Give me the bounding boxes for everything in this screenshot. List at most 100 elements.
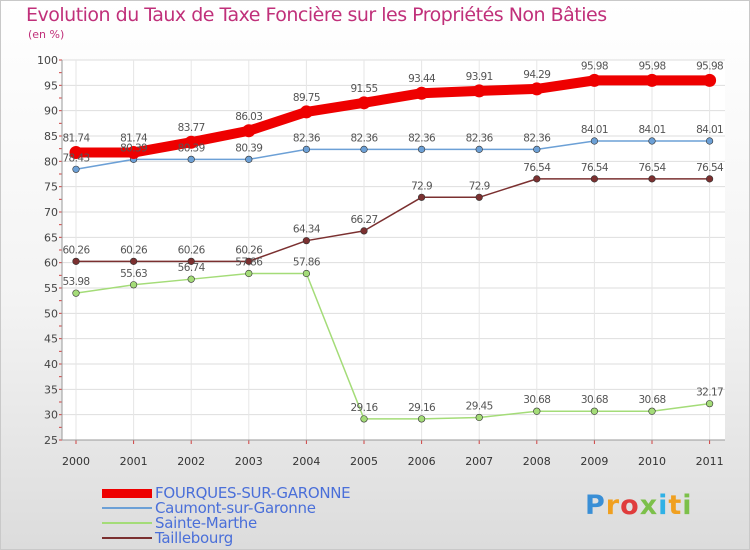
x-tick-label: 2008 (523, 455, 551, 468)
x-tick-label: 2005 (350, 455, 378, 468)
data-label: 29.45 (466, 400, 493, 412)
data-label: 93.91 (466, 71, 493, 83)
legend-swatch (102, 507, 152, 509)
data-label: 80.39 (235, 142, 262, 154)
data-point (418, 193, 426, 201)
x-tick-label: 2009 (580, 455, 608, 468)
series-line-0 (71, 75, 715, 158)
data-label: 76.54 (696, 162, 724, 174)
data-label: 82.36 (523, 132, 551, 144)
data-point (242, 124, 256, 138)
data-point (530, 82, 544, 96)
data-label: 72.9 (469, 180, 490, 192)
y-tick-label: 95 (44, 79, 58, 92)
data-label: 80.39 (178, 142, 205, 154)
data-label: 55.63 (120, 268, 147, 280)
logo-letter: t (668, 490, 683, 521)
data-label: 32.17 (696, 387, 723, 399)
data-point (590, 175, 599, 183)
data-point (705, 137, 714, 145)
data-point (705, 400, 714, 408)
data-point (648, 407, 656, 415)
data-label: 84.01 (696, 124, 723, 136)
data-point (587, 73, 601, 87)
legend-label: Taillebourg (155, 529, 233, 547)
y-tick-label: 35 (44, 383, 58, 396)
data-point (187, 275, 195, 283)
data-point (245, 155, 253, 163)
data-point (72, 165, 80, 173)
y-tick-label: 100 (37, 54, 58, 67)
data-label: 82.36 (350, 132, 378, 144)
data-label: 66.27 (350, 214, 377, 226)
legend-swatch (102, 488, 152, 498)
data-label: 76.54 (638, 162, 666, 174)
data-label: 78.43 (62, 152, 89, 164)
data-point (357, 96, 371, 110)
data-label: 82.36 (408, 132, 436, 144)
data-label: 84.01 (638, 124, 665, 136)
data-point (475, 145, 483, 153)
data-point (72, 289, 80, 297)
data-label: 89.75 (293, 92, 320, 104)
data-label: 95.98 (581, 60, 608, 72)
chart-title: Evolution du Taux de Taxe Foncière sur l… (26, 4, 607, 26)
data-point (184, 135, 198, 149)
data-label: 84.01 (581, 124, 608, 136)
data-label: 53.98 (62, 276, 89, 288)
data-point (533, 407, 541, 415)
y-tick-label: 70 (44, 206, 58, 219)
data-label: 57.86 (235, 257, 263, 269)
data-point (533, 145, 541, 153)
y-tick-label: 30 (44, 409, 58, 422)
x-tick-label: 2000 (62, 455, 90, 468)
x-tick-label: 2002 (177, 455, 205, 468)
logo-letter: o (620, 490, 640, 521)
data-point (302, 145, 311, 153)
data-point (472, 84, 486, 98)
logo-letter: i (658, 490, 669, 521)
data-label: 64.34 (293, 224, 321, 236)
data-point (130, 257, 138, 265)
plot-area (62, 60, 725, 440)
data-point (130, 281, 138, 289)
y-tick-label: 50 (44, 307, 58, 320)
series-line-2 (75, 272, 711, 420)
data-label: 82.36 (466, 132, 494, 144)
data-point (69, 146, 83, 160)
x-tick-label: 2004 (292, 455, 320, 468)
legend-label: FOURQUES-SUR-GARONNE (155, 484, 351, 502)
proxiti-logo: Proxiti (585, 490, 693, 521)
series-line-1 (75, 140, 711, 171)
data-point (590, 137, 599, 145)
data-label: 86.03 (235, 111, 262, 123)
data-point (299, 105, 313, 119)
data-label: 95.98 (696, 60, 723, 72)
y-unit-label: (en %) (28, 28, 65, 41)
data-point (648, 137, 656, 145)
data-point (187, 257, 195, 265)
data-point (475, 413, 483, 422)
data-label: 30.68 (638, 394, 665, 406)
data-label: 80.39 (120, 142, 147, 154)
data-point (245, 257, 253, 265)
data-label: 76.54 (581, 162, 609, 174)
data-point (415, 86, 429, 100)
y-tick-label: 40 (44, 358, 58, 371)
x-tick-label: 2011 (696, 455, 724, 468)
data-point (533, 175, 541, 183)
data-label: 72.9 (411, 180, 432, 192)
data-point (703, 73, 717, 87)
data-label: 81.74 (120, 133, 148, 145)
y-tick-label: 80 (44, 155, 58, 168)
data-point (648, 175, 656, 183)
logo-letter: P (585, 490, 606, 521)
y-tick-label: 60 (44, 257, 58, 270)
logo-letter: i (682, 490, 693, 521)
legend-swatch (102, 537, 152, 539)
data-point (302, 269, 311, 278)
y-tick-label: 65 (44, 231, 58, 244)
data-label: 60.26 (178, 244, 206, 256)
data-label: 76.54 (523, 162, 551, 174)
